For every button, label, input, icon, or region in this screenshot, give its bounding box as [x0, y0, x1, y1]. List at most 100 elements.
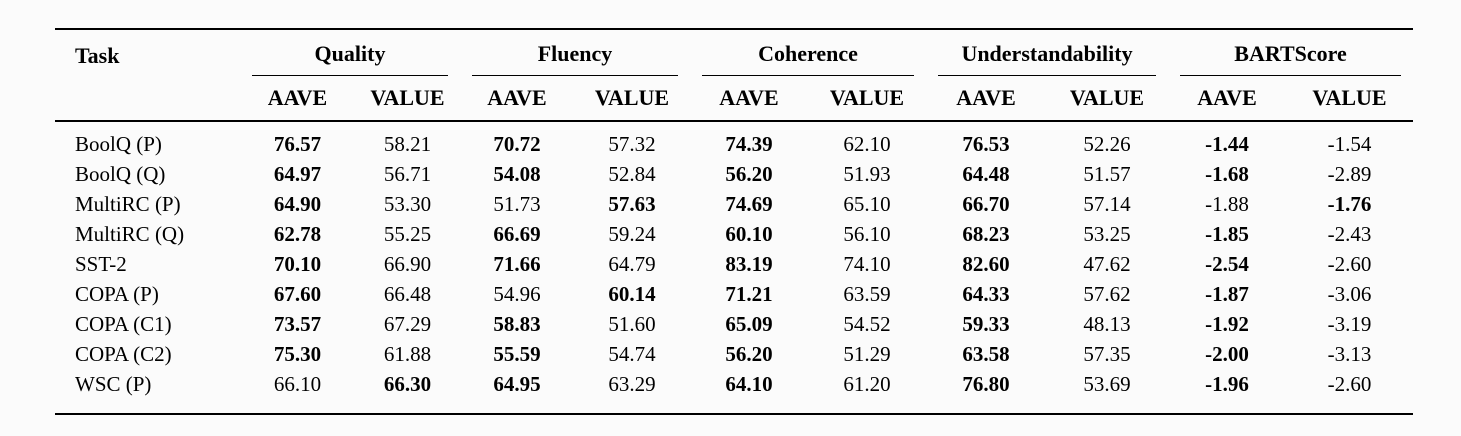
score-cell: -2.89: [1327, 161, 1372, 186]
subheader-bartscore-value: VALUE: [1286, 76, 1414, 122]
score-cell: 52.84: [608, 161, 656, 186]
task-cell: MultiRC (Q): [75, 221, 185, 246]
score-cell: 64.79: [608, 251, 656, 276]
score-cell: -3.13: [1327, 341, 1372, 366]
subheader-quality-value: VALUE: [355, 76, 460, 122]
score-cell: 76.57: [273, 131, 322, 156]
score-cell: -3.19: [1327, 311, 1372, 336]
table-row: BoolQ (Q) 64.97 56.71 54.08 52.84 56.20 …: [55, 159, 1413, 189]
score-cell: 48.13: [1083, 311, 1131, 336]
score-cell: 67.29: [383, 311, 432, 336]
score-cell: 64.97: [273, 161, 322, 186]
score-cell: 66.90: [383, 251, 432, 276]
subheader-bartscore-aave: AAVE: [1168, 76, 1287, 122]
score-cell: 73.57: [273, 311, 322, 336]
score-cell: 56.71: [383, 161, 432, 186]
table-row: WSC (P) 66.10 66.30 64.95 63.29 64.10 61…: [55, 369, 1413, 414]
score-cell: 53.69: [1083, 371, 1131, 396]
group-header-understandability: Understandability: [926, 29, 1168, 76]
score-cell: 53.30: [383, 191, 432, 216]
score-cell: 51.73: [493, 191, 541, 216]
score-cell: 56.20: [725, 341, 773, 366]
table-row: COPA (C1) 73.57 67.29 58.83 51.60 65.09 …: [55, 309, 1413, 339]
score-cell: 70.10: [273, 251, 322, 276]
subheader-understandability-aave: AAVE: [926, 76, 1047, 122]
score-cell: 63.58: [962, 341, 1010, 366]
score-cell: -1.85: [1205, 221, 1249, 246]
score-cell: 74.39: [725, 131, 773, 156]
table-row: BoolQ (P) 76.57 58.21 70.72 57.32 74.39 …: [55, 121, 1413, 159]
score-cell: 76.53: [962, 131, 1010, 156]
score-cell: 70.72: [493, 131, 541, 156]
score-cell: 62.78: [273, 221, 322, 246]
score-cell: -1.88: [1205, 191, 1249, 216]
score-cell: -2.60: [1327, 371, 1372, 396]
results-table-container: Task Quality Fluency Coherence Understan…: [55, 28, 1414, 415]
group-header-bartscore-label: BARTScore: [1180, 41, 1402, 76]
score-cell: 58.83: [493, 311, 541, 336]
score-cell: 51.29: [843, 341, 891, 366]
score-cell: 57.14: [1083, 191, 1131, 216]
score-cell: 66.69: [493, 221, 541, 246]
table-row: SST-2 70.10 66.90 71.66 64.79 83.19 74.1…: [55, 249, 1413, 279]
score-cell: 74.10: [843, 251, 891, 276]
score-cell: 64.90: [273, 191, 322, 216]
score-cell: 59.24: [608, 221, 656, 246]
score-cell: 61.88: [383, 341, 432, 366]
score-cell: -2.60: [1327, 251, 1372, 276]
score-cell: 57.35: [1083, 341, 1131, 366]
task-cell: COPA (C2): [75, 341, 172, 366]
score-cell: 59.33: [962, 311, 1010, 336]
score-cell: 63.59: [843, 281, 891, 306]
group-header-coherence-label: Coherence: [702, 41, 915, 76]
score-cell: 51.93: [843, 161, 891, 186]
score-cell: 64.33: [962, 281, 1010, 306]
score-cell: 57.63: [608, 191, 656, 216]
score-cell: 75.30: [273, 341, 322, 366]
table-row: MultiRC (P) 64.90 53.30 51.73 57.63 74.6…: [55, 189, 1413, 219]
score-cell: 82.60: [962, 251, 1010, 276]
task-cell: BoolQ (P): [75, 131, 162, 156]
results-table: Task Quality Fluency Coherence Understan…: [55, 28, 1414, 415]
group-header-quality-label: Quality: [252, 41, 448, 76]
score-cell: 60.10: [725, 221, 773, 246]
score-cell: 55.25: [383, 221, 432, 246]
score-cell: 67.60: [273, 281, 322, 306]
score-cell: 52.26: [1083, 131, 1131, 156]
group-header-fluency: Fluency: [460, 29, 690, 76]
table-row: MultiRC (Q) 62.78 55.25 66.69 59.24 60.1…: [55, 219, 1413, 249]
score-cell: -2.00: [1205, 341, 1249, 366]
score-cell: 54.08: [493, 161, 541, 186]
score-cell: 54.96: [493, 281, 541, 306]
score-cell: 66.10: [273, 371, 322, 396]
score-cell: -2.54: [1205, 251, 1249, 276]
score-cell: -3.06: [1327, 281, 1372, 306]
col-header-task: Task: [55, 29, 240, 122]
group-header-bartscore: BARTScore: [1168, 29, 1413, 76]
subheader-quality-aave: AAVE: [240, 76, 355, 122]
score-cell: 56.20: [725, 161, 773, 186]
group-header-row: Task Quality Fluency Coherence Understan…: [55, 29, 1413, 122]
score-cell: 68.23: [962, 221, 1010, 246]
score-cell: 66.30: [383, 371, 432, 396]
task-cell: MultiRC (P): [75, 191, 181, 216]
score-cell: 58.21: [383, 131, 432, 156]
score-cell: 62.10: [843, 131, 891, 156]
score-cell: 53.25: [1083, 221, 1131, 246]
score-cell: 66.48: [383, 281, 432, 306]
score-cell: 83.19: [725, 251, 773, 276]
score-cell: 57.62: [1083, 281, 1131, 306]
subheader-coherence-value: VALUE: [808, 76, 927, 122]
table-row: COPA (C2) 75.30 61.88 55.59 54.74 56.20 …: [55, 339, 1413, 369]
score-cell: 71.66: [493, 251, 541, 276]
subheader-fluency-aave: AAVE: [460, 76, 574, 122]
score-cell: -1.87: [1205, 281, 1249, 306]
group-header-fluency-label: Fluency: [472, 41, 678, 76]
score-cell: 66.70: [962, 191, 1010, 216]
group-header-quality: Quality: [240, 29, 460, 76]
score-cell: 64.95: [493, 371, 541, 396]
score-cell: 64.48: [962, 161, 1010, 186]
score-cell: 54.52: [843, 311, 891, 336]
table-row: COPA (P) 67.60 66.48 54.96 60.14 71.21 6…: [55, 279, 1413, 309]
score-cell: -1.44: [1205, 131, 1249, 156]
